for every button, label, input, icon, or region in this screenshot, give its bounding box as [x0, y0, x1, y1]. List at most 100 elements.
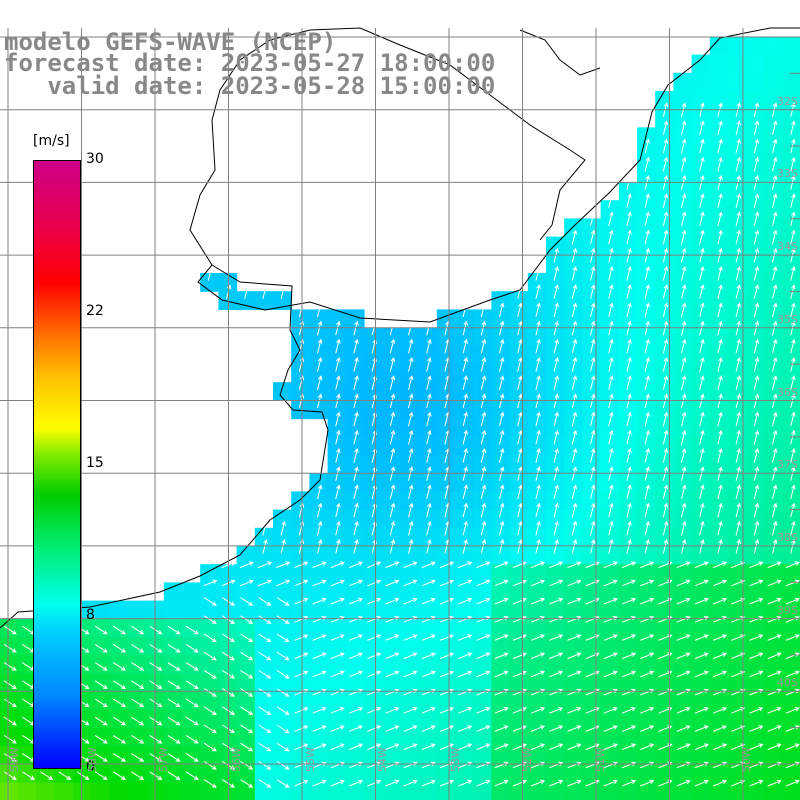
wind-arrow — [385, 597, 400, 605]
wind-arrow — [494, 707, 509, 714]
wind-speed-cell — [364, 473, 383, 492]
wind-arrow — [185, 662, 199, 671]
wind-arrow — [476, 634, 491, 641]
wind-arrow — [353, 375, 359, 390]
wind-arrow — [753, 120, 760, 136]
wind-arrow — [512, 688, 527, 696]
wind-speed-cell — [509, 400, 529, 420]
wind-arrow — [367, 652, 382, 660]
wind-arrow — [549, 743, 564, 751]
wind-speed-cell — [418, 327, 438, 347]
wind-speed-cell — [91, 673, 110, 693]
wind-speed-cell — [455, 673, 474, 693]
wind-speed-cell — [218, 782, 238, 800]
wind-speed-cell — [673, 400, 693, 420]
wind-speed-cell — [564, 455, 583, 474]
wind-speed-cell — [455, 764, 474, 784]
wind-arrow — [476, 652, 491, 660]
wind-arrow — [367, 743, 382, 751]
wind-speed-cell — [509, 746, 529, 765]
wind-speed-cell — [400, 746, 420, 765]
wind-arrow — [790, 411, 796, 427]
model-title: modelo GEFS-WAVE (NCEP) — [4, 28, 337, 56]
wind-speed-cell — [691, 200, 711, 219]
wind-arrow — [681, 302, 687, 318]
wind-arrow — [113, 716, 126, 726]
wind-speed-cell — [527, 709, 547, 729]
wind-speed-cell — [400, 618, 420, 638]
wind-arrow — [421, 707, 436, 714]
wind-speed-cell — [473, 509, 492, 529]
wind-arrow — [3, 734, 17, 744]
wind-arrow — [294, 707, 309, 714]
wind-arrow — [94, 716, 108, 726]
wind-arrow — [662, 265, 669, 281]
wind-speed-cell — [691, 109, 711, 128]
wind-arrow — [735, 356, 741, 372]
wind-speed-cell — [564, 364, 583, 383]
wind-speed-cell — [436, 400, 456, 420]
wind-arrow — [385, 761, 400, 769]
wind-arrow — [335, 447, 341, 463]
wind-arrow — [512, 725, 527, 732]
wind-arrow — [767, 743, 782, 751]
wind-arrow — [131, 771, 145, 780]
wind-speed-cell — [709, 527, 729, 547]
wind-arrow — [621, 779, 637, 787]
wind-speed-cell — [600, 782, 620, 800]
wind-arrow — [785, 779, 800, 787]
wind-arrow — [258, 651, 272, 661]
wind-arrow — [317, 393, 323, 409]
wind-speed-cell — [546, 546, 565, 565]
wind-arrow — [681, 538, 687, 554]
wind-arrow — [571, 320, 578, 336]
wind-arrow — [167, 716, 181, 726]
wind-speed-cell — [382, 327, 401, 347]
wind-speed-cell — [218, 655, 238, 674]
wind-arrow — [699, 320, 705, 336]
wind-arrow — [608, 356, 614, 372]
wind-speed-cell — [400, 473, 420, 492]
wind-arrow — [535, 520, 541, 536]
wind-arrow — [644, 193, 650, 208]
wind-speed-cell — [746, 709, 765, 729]
wind-speed-cell — [746, 782, 765, 800]
wind-arrow — [294, 634, 309, 641]
wind-speed-cell — [509, 637, 529, 656]
wind-speed-cell — [782, 491, 800, 511]
wind-speed-cell — [364, 709, 383, 729]
wind-speed-cell — [436, 764, 456, 784]
wind-speed-cell — [345, 691, 365, 711]
wind-speed-cell — [364, 655, 383, 674]
wind-speed-cell — [782, 418, 800, 438]
wind-arrow — [385, 688, 400, 696]
wind-speed-cell — [709, 345, 729, 365]
wind-speed-cell — [364, 327, 383, 347]
wind-speed-cell — [691, 618, 711, 638]
wind-speed-cell — [728, 673, 747, 693]
wind-arrow — [735, 211, 741, 227]
wind-speed-cell — [254, 546, 274, 565]
wind-speed-cell — [600, 400, 620, 420]
wind-speed-cell — [109, 600, 128, 620]
wind-speed-cell — [564, 728, 583, 747]
wind-speed-cell — [728, 109, 747, 128]
wind-arrow — [426, 429, 432, 445]
wind-arrow — [699, 156, 705, 172]
wind-speed-cell — [673, 655, 693, 674]
wind-speed-cell — [109, 637, 128, 656]
wind-arrow — [480, 375, 487, 390]
wind-arrow — [621, 579, 637, 587]
wind-speed-cell — [418, 400, 438, 420]
wind-arrow — [462, 520, 468, 536]
wind-speed-cell — [309, 527, 329, 547]
wind-arrow — [462, 538, 468, 554]
wind-speed-cell — [600, 527, 620, 547]
wind-speed-cell — [746, 163, 765, 183]
wind-speed-cell — [782, 236, 800, 256]
wind-arrow — [772, 375, 778, 390]
wind-speed-cell — [509, 327, 529, 347]
wind-speed-cell — [327, 582, 347, 602]
wind-speed-cell — [637, 418, 656, 438]
wind-arrow — [499, 393, 505, 409]
